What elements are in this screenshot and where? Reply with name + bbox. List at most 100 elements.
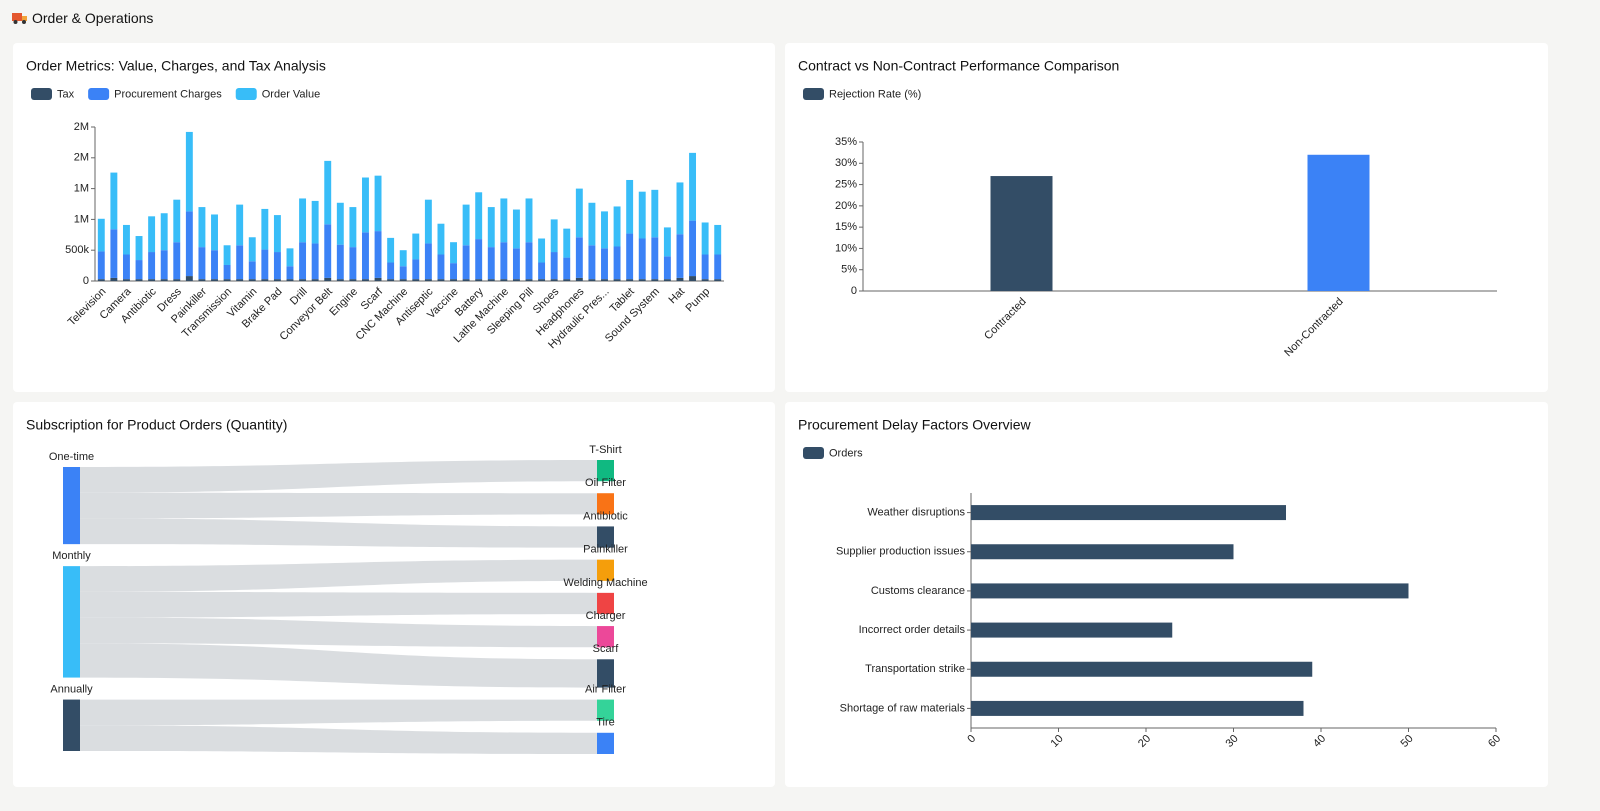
node-label: Charger [586,610,626,622]
bar-segment [437,254,445,280]
bar-segment [336,279,344,281]
bar-segment [412,279,420,281]
bar-segment [613,246,621,280]
sankey-node [597,559,614,581]
chart-title: Subscription for Product Orders (Quantit… [26,417,287,433]
bar-segment [173,199,181,243]
bar-segment [110,277,118,281]
bar-segment [110,172,118,230]
bar-segment [387,237,395,263]
x-tick-label: 60 [1486,733,1503,750]
bar-segment [273,215,281,253]
sankey-node [63,699,80,751]
bar-segment [525,279,533,281]
bar-segment [173,279,181,281]
bar-segment [714,254,722,280]
y-tick-label: Supplier production issues [836,546,966,558]
sankey-node [597,460,614,482]
bar-segment [261,249,269,280]
bar-segment [538,279,546,281]
bar [971,661,1313,677]
legend-label: Order Value [262,88,321,100]
bar-segment [387,279,395,281]
bar-segment [613,206,621,247]
bar-segment [211,214,218,251]
y-tick-label: 15% [835,221,857,233]
bar-segment [198,279,206,281]
bar-segment [714,224,722,255]
legend-label: Orders [829,447,863,459]
bar-segment [236,245,244,280]
bar-segment [626,233,634,280]
node-label: T-Shirt [589,444,621,456]
bar-segment [663,227,671,257]
bar-segment [324,277,332,281]
bar-segment [97,279,105,281]
x-tick-label: Contracted [982,296,1029,343]
bar-segment [248,261,256,280]
bar-segment [462,279,470,281]
bar-segment [550,279,558,281]
sankey-node [63,566,80,678]
bar-segment [148,279,156,281]
bar-segment [185,131,193,212]
bar-segment [223,264,231,280]
bar-segment [261,208,269,250]
sankey-link [80,559,597,592]
x-tick-label: 50 [1399,733,1416,750]
bar-segment [311,279,319,281]
bar-segment [198,247,206,280]
chart-title: Order Metrics: Value, Charges, and Tax A… [26,58,326,74]
bar-segment [487,279,495,281]
node-label: Annually [50,683,93,695]
sankey-link [80,643,597,688]
bar-segment [676,182,684,235]
bar-segment [538,238,546,263]
bar-segment [135,260,143,280]
x-tick-label: Engine [327,286,360,319]
chart: Contract vs Non-Contract Performance Com… [798,58,1497,359]
bar-segment [349,247,357,280]
bar-segment [261,279,269,281]
bar-segment [97,251,105,280]
panel: Order Metrics: Value, Charges, and Tax A… [13,43,775,392]
bar-segment [701,222,709,255]
bar-segment [148,216,156,253]
bar-segment [462,245,470,280]
bar-segment [676,234,684,278]
bar-segment [689,152,697,221]
node-label: Antibiotic [583,510,628,522]
bar [1307,154,1370,291]
bar-segment [626,179,634,234]
sankey-link [80,725,597,754]
legend-swatch [31,88,52,100]
bar-segment [299,279,307,281]
node-label: Scarf [593,643,620,655]
bar-segment [626,279,634,281]
bar-segment [135,236,143,261]
y-tick-label: Customs clearance [871,585,965,597]
bar-segment [349,279,357,281]
bar-segment [324,224,332,278]
sankey-node [597,526,614,548]
bar [971,544,1234,560]
bar-segment [160,250,168,280]
bar-segment [663,256,671,280]
sankey-link [80,460,597,493]
y-tick-label: 30% [835,157,857,169]
bar-segment [160,213,168,251]
bar-segment [512,279,520,281]
sankey-node [63,467,80,545]
bar-segment [110,229,118,278]
bar-segment [424,199,432,244]
bar-segment [273,252,281,280]
bar-segment [286,248,294,267]
y-tick-label: 1M [74,213,89,225]
bar-segment [362,232,369,280]
bar-segment [412,259,420,280]
bar-segment [437,279,445,281]
bar-segment [638,238,646,280]
bar-segment [701,254,709,280]
bar-segment [563,228,571,258]
bar-segment [638,279,646,281]
